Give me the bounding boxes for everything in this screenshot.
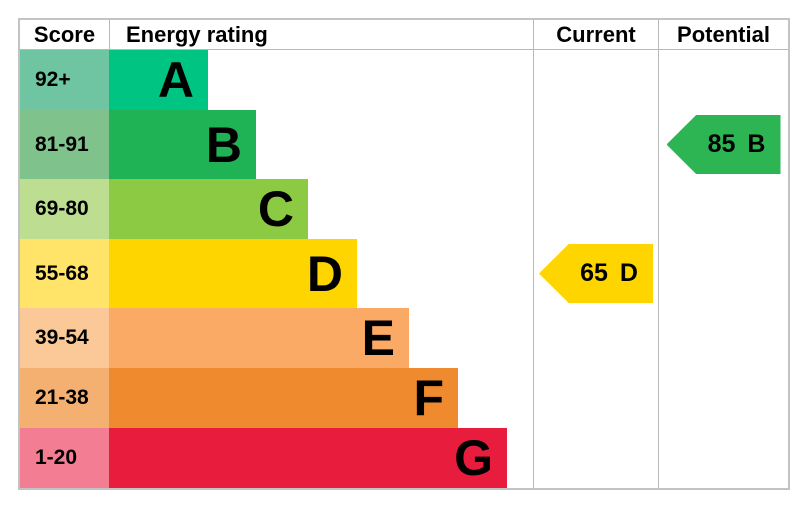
current-column-cell <box>533 110 658 179</box>
band-score-range: 55-68 <box>20 239 109 308</box>
band-grade-letter: B <box>205 116 242 173</box>
current-column-cell <box>533 308 658 368</box>
arrow-score-value: 65 <box>580 259 608 287</box>
band-bar: A <box>109 50 208 110</box>
band-bar-cell: A <box>109 50 533 110</box>
band-grade-letter: G <box>454 430 493 486</box>
band-bar-cell: C <box>109 179 533 239</box>
table-header-row: Score Energy rating Current Potential <box>20 20 788 50</box>
epc-table: Score Energy rating Current Potential 92… <box>18 18 790 490</box>
band-score-range: 39-54 <box>20 308 109 368</box>
current-column-cell <box>533 368 658 428</box>
band-grade-letter: F <box>413 370 444 426</box>
band-score-range: 1-20 <box>20 428 109 488</box>
potential-column-cell <box>658 50 788 110</box>
potential-column-cell <box>658 179 788 239</box>
current-column-cell <box>533 179 658 239</box>
potential-column-cell <box>658 368 788 428</box>
header-current: Current <box>533 20 658 49</box>
band-row-b: 81-91 B 85 B <box>20 110 788 179</box>
band-bar-cell: E <box>109 308 533 368</box>
header-potential: Potential <box>658 20 788 49</box>
band-score-range: 69-80 <box>20 179 109 239</box>
current-column-cell: 65 D <box>533 239 658 308</box>
band-score-range: 21-38 <box>20 368 109 428</box>
arrow-score-value: 85 <box>707 130 736 158</box>
band-row-a: 92+ A <box>20 50 788 110</box>
potential-column-cell <box>658 239 788 308</box>
band-bar-cell: D <box>109 239 533 308</box>
potential-rating-arrow: 85 B <box>666 115 781 174</box>
current-rating-arrow: 65 D <box>539 244 653 303</box>
band-grade-letter: C <box>257 181 294 237</box>
band-score-range: 92+ <box>20 50 109 110</box>
band-bar: G <box>109 428 507 488</box>
band-score-range: 81-91 <box>20 110 109 179</box>
arrow-grade-letter: D <box>619 259 638 287</box>
current-column-cell <box>533 428 658 488</box>
band-bar: E <box>109 308 409 368</box>
current-column-cell <box>533 50 658 110</box>
band-row-c: 69-80 C <box>20 179 788 239</box>
arrow-grade-letter: B <box>747 130 766 158</box>
band-bar-cell: B <box>109 110 533 179</box>
band-grade-letter: E <box>361 310 395 366</box>
band-row-d: 55-68 D 65 D <box>20 239 788 308</box>
band-grade-letter: A <box>157 52 194 108</box>
header-score: Score <box>33 21 96 47</box>
band-bar: C <box>109 179 308 239</box>
band-bar-cell: F <box>109 368 533 428</box>
potential-column-cell <box>658 308 788 368</box>
potential-column-cell <box>658 428 788 488</box>
band-row-e: 39-54 E <box>20 308 788 368</box>
band-row-g: 1-20 G <box>20 428 788 488</box>
band-row-f: 21-38 F <box>20 368 788 428</box>
band-bar: D <box>109 239 357 308</box>
potential-column-cell: 85 B <box>658 110 788 179</box>
band-bar: B <box>109 110 256 179</box>
band-bar-cell: G <box>109 428 533 488</box>
band-grade-letter: D <box>306 245 343 302</box>
band-bar: F <box>109 368 458 428</box>
header-energy-rating: Energy rating <box>109 20 533 49</box>
